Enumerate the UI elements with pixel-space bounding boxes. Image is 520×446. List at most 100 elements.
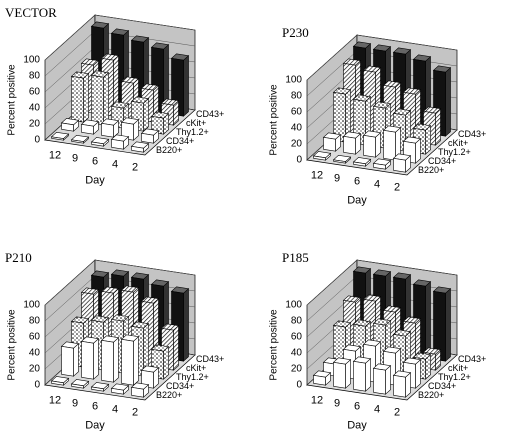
bar-front xyxy=(333,91,346,143)
panel-title: P230 xyxy=(282,25,309,40)
bar xyxy=(332,87,352,143)
panel: P210 0 20 40 60 80 100 Percent positive CD43+cKi… xyxy=(5,250,224,431)
bar-side xyxy=(445,67,451,137)
bar xyxy=(110,383,130,395)
y-tick-label: 60 xyxy=(29,87,41,98)
bar xyxy=(332,154,352,164)
x-axis-title: Day xyxy=(347,419,367,431)
bar-side xyxy=(143,98,149,132)
bar-side xyxy=(385,365,391,395)
y-tick-label: 60 xyxy=(291,107,303,118)
y-tick-label: 0 xyxy=(34,135,40,146)
bar xyxy=(90,382,110,392)
bar-front xyxy=(433,290,446,362)
bar xyxy=(332,357,352,389)
bar-front xyxy=(121,338,134,386)
x-tick-label: 9 xyxy=(72,397,78,409)
bar xyxy=(312,151,332,161)
x-tick-label: 2 xyxy=(132,161,138,173)
legend-label: CD34+ xyxy=(428,381,456,391)
x-tick-label: 6 xyxy=(354,400,360,412)
bar-side xyxy=(103,72,109,126)
bar-side xyxy=(425,281,431,359)
bar xyxy=(80,119,100,135)
legend-label: cKit+ xyxy=(186,363,206,373)
bar xyxy=(372,158,392,170)
bar-front xyxy=(51,136,64,141)
legend-label: Thy1.2+ xyxy=(176,127,209,137)
x-tick-label: 12 xyxy=(311,394,323,406)
y-tick-label: 80 xyxy=(291,91,303,102)
bar xyxy=(150,111,170,135)
panel: P185 0 20 40 60 80 100 Percent positive CD43+cKi… xyxy=(269,250,487,431)
bar xyxy=(352,356,372,392)
x-tick-label: 6 xyxy=(92,400,98,412)
bar-front xyxy=(333,361,346,389)
bar-side xyxy=(365,358,371,392)
bar-front xyxy=(373,367,386,395)
bar-side xyxy=(163,346,169,380)
bar xyxy=(120,334,140,386)
bar xyxy=(70,134,90,144)
y-axis-title: Percent positive xyxy=(269,309,280,381)
bar xyxy=(130,141,150,153)
legend-label: CD43+ xyxy=(458,129,486,139)
bar-front xyxy=(71,139,84,144)
legend-label: Thy1.2+ xyxy=(438,372,471,382)
bar-front xyxy=(393,157,406,173)
y-tick-label: 80 xyxy=(29,71,41,82)
x-tick-label: 12 xyxy=(49,149,61,161)
x-tick-label: 9 xyxy=(334,172,340,184)
x-tick-label: 4 xyxy=(374,403,380,415)
bar-front xyxy=(373,162,386,170)
legend-label: CD43+ xyxy=(196,109,224,119)
y-tick-label: 100 xyxy=(285,300,302,311)
x-axis-title: Day xyxy=(85,419,105,431)
legend-label: CD43+ xyxy=(458,354,486,364)
y-tick-label: 100 xyxy=(23,55,40,66)
y-axis-title: Percent positive xyxy=(7,64,18,136)
legend-label: cKit+ xyxy=(448,138,468,148)
bar-side xyxy=(183,288,189,362)
legend-label: cKit+ xyxy=(448,363,468,373)
bar-front xyxy=(353,161,366,167)
y-tick-label: 40 xyxy=(291,123,303,134)
legend-label: CD43+ xyxy=(196,354,224,364)
bar xyxy=(60,341,80,377)
x-tick-label: 4 xyxy=(112,158,118,170)
y-tick-label: 40 xyxy=(291,348,303,359)
x-tick-label: 12 xyxy=(49,394,61,406)
y-axis-title: Percent positive xyxy=(7,309,18,381)
y-tick-label: 40 xyxy=(29,103,41,114)
y-tick-label: 20 xyxy=(291,364,303,375)
bar xyxy=(140,365,160,389)
bar xyxy=(392,370,412,398)
bar xyxy=(100,118,120,138)
grid-line xyxy=(306,259,458,306)
x-axis-title: Day xyxy=(85,174,105,186)
bar-side xyxy=(435,108,441,146)
bar xyxy=(130,382,150,398)
panel: P230 0 20 40 60 80 100 Percent positive CD43+cKi… xyxy=(269,25,487,206)
x-tick-label: 4 xyxy=(374,178,380,190)
bar-front xyxy=(61,345,74,377)
x-tick-label: 4 xyxy=(112,403,118,415)
panel: VECTOR 0 20 40 60 80 100 Percent positive CD43+c… xyxy=(5,5,224,186)
bar-front xyxy=(111,138,124,150)
x-tick-label: 6 xyxy=(92,155,98,167)
y-tick-label: 80 xyxy=(291,316,303,327)
legend-label: Thy1.2+ xyxy=(438,147,471,157)
bar-front xyxy=(131,386,144,398)
grid-line xyxy=(44,14,196,61)
bar-front xyxy=(131,145,144,153)
bar-front xyxy=(101,339,114,383)
bar-side xyxy=(73,343,79,377)
bar xyxy=(312,370,332,386)
x-axis-title: Day xyxy=(347,194,367,206)
bar xyxy=(90,70,110,126)
grid-line xyxy=(44,259,196,306)
bar xyxy=(100,335,120,383)
bar-side xyxy=(133,336,139,386)
y-tick-label: 0 xyxy=(296,380,302,391)
